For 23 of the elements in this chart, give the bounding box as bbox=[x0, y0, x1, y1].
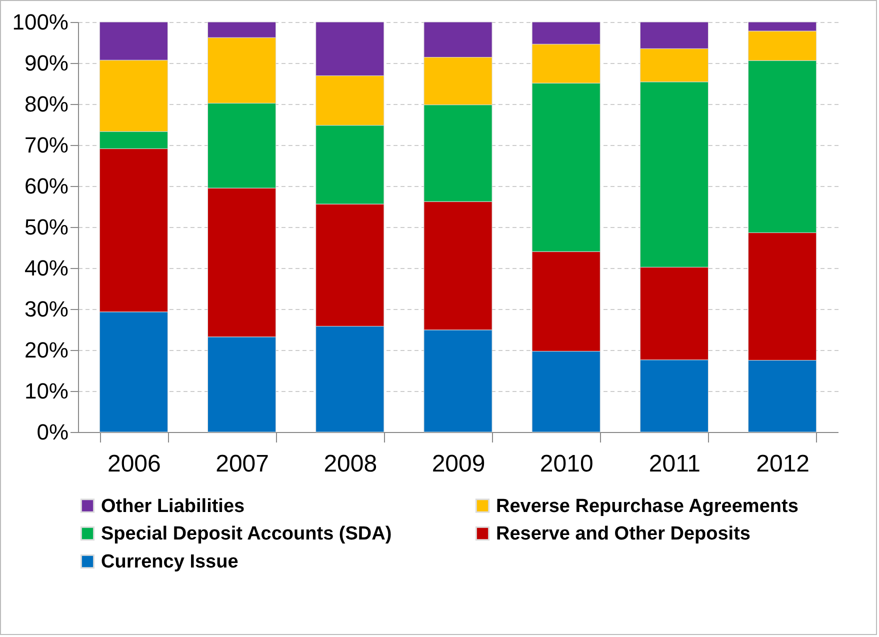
y-tick-label: 30% bbox=[24, 296, 68, 322]
y-tick-label: 40% bbox=[24, 256, 68, 280]
legend-label: Other Liabilities bbox=[101, 496, 245, 517]
y-tick-label: 10% bbox=[24, 378, 68, 404]
legend-label: Reserve and Other Deposits bbox=[496, 524, 750, 544]
x-tick-label: 2010 bbox=[540, 450, 594, 478]
x-tick-label: 2007 bbox=[216, 450, 269, 478]
legend-label: Currency Issue bbox=[101, 552, 238, 572]
y-tick-label: 20% bbox=[24, 338, 68, 362]
legend-label: Reverse Repurchase Agreements bbox=[496, 496, 798, 517]
y-tick-label: 0% bbox=[36, 420, 68, 444]
x-tick-label: 2011 bbox=[648, 450, 701, 478]
x-tick-label: 2009 bbox=[432, 450, 486, 478]
x-tick-label: 2012 bbox=[756, 450, 810, 478]
x-tick-label: 2006 bbox=[107, 450, 161, 478]
y-tick-label: 60% bbox=[24, 174, 68, 198]
y-tick-label: 50% bbox=[24, 214, 68, 240]
y-tick-label: 90% bbox=[24, 50, 68, 76]
y-tick-label: 80% bbox=[24, 92, 68, 116]
y-tick-label: 70% bbox=[24, 132, 68, 158]
y-tick-label: 100% bbox=[12, 10, 68, 34]
x-tick-label: 2008 bbox=[324, 450, 378, 478]
legend-label: Special Deposit Accounts (SDA) bbox=[101, 524, 392, 544]
